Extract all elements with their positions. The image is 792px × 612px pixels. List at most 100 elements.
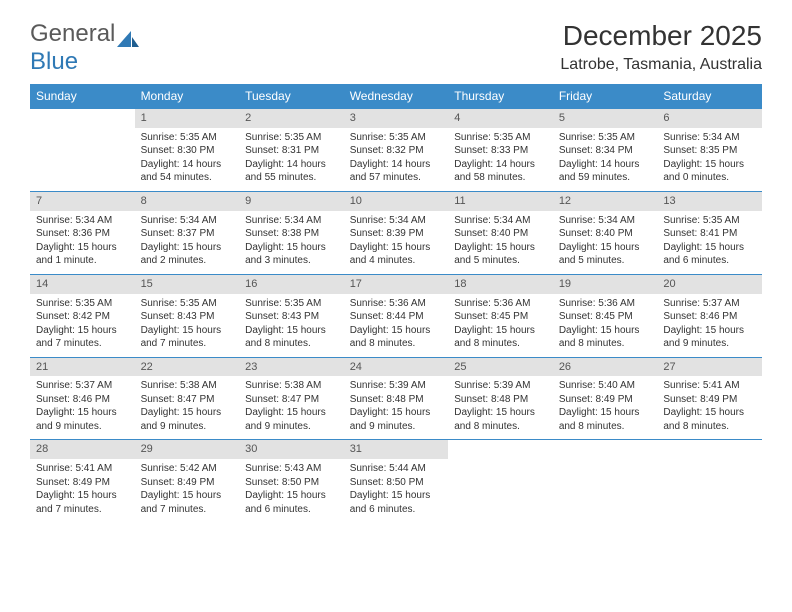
day-cell: 10Sunrise: 5:34 AMSunset: 8:39 PMDayligh… (344, 191, 449, 274)
day-cell: .. (30, 109, 135, 192)
day-body: Sunrise: 5:43 AMSunset: 8:50 PMDaylight:… (239, 459, 344, 522)
day-body: Sunrise: 5:41 AMSunset: 8:49 PMDaylight:… (30, 459, 135, 522)
sunset-text: Sunset: 8:49 PM (663, 393, 756, 407)
day-body: Sunrise: 5:36 AMSunset: 8:44 PMDaylight:… (344, 294, 449, 357)
daylight-text: Daylight: 15 hours and 8 minutes. (663, 406, 756, 433)
day-cell: 17Sunrise: 5:36 AMSunset: 8:44 PMDayligh… (344, 274, 449, 357)
sunrise-text: Sunrise: 5:35 AM (245, 297, 338, 311)
day-cell: 31Sunrise: 5:44 AMSunset: 8:50 PMDayligh… (344, 440, 449, 522)
sunrise-text: Sunrise: 5:36 AM (350, 297, 443, 311)
daylight-text: Daylight: 15 hours and 6 minutes. (245, 489, 338, 516)
daylight-text: Daylight: 15 hours and 9 minutes. (141, 406, 234, 433)
dayname-friday: Friday (553, 84, 658, 109)
day-cell: 14Sunrise: 5:35 AMSunset: 8:42 PMDayligh… (30, 274, 135, 357)
sunset-text: Sunset: 8:46 PM (663, 310, 756, 324)
sunrise-text: Sunrise: 5:42 AM (141, 462, 234, 476)
sunrise-text: Sunrise: 5:38 AM (141, 379, 234, 393)
day-cell: 30Sunrise: 5:43 AMSunset: 8:50 PMDayligh… (239, 440, 344, 522)
day-body: Sunrise: 5:35 AMSunset: 8:30 PMDaylight:… (135, 128, 240, 191)
sunrise-text: Sunrise: 5:34 AM (350, 214, 443, 228)
sunset-text: Sunset: 8:47 PM (141, 393, 234, 407)
day-cell: 9Sunrise: 5:34 AMSunset: 8:38 PMDaylight… (239, 191, 344, 274)
sunrise-text: Sunrise: 5:39 AM (454, 379, 547, 393)
daylight-text: Daylight: 15 hours and 7 minutes. (141, 324, 234, 351)
day-body: Sunrise: 5:38 AMSunset: 8:47 PMDaylight:… (239, 376, 344, 439)
day-number: 2 (239, 109, 344, 128)
sunrise-text: Sunrise: 5:41 AM (36, 462, 129, 476)
day-cell: .. (448, 440, 553, 522)
day-body: Sunrise: 5:34 AMSunset: 8:36 PMDaylight:… (30, 211, 135, 274)
day-body: Sunrise: 5:35 AMSunset: 8:34 PMDaylight:… (553, 128, 658, 191)
day-cell: 23Sunrise: 5:38 AMSunset: 8:47 PMDayligh… (239, 357, 344, 440)
daylight-text: Daylight: 14 hours and 54 minutes. (141, 158, 234, 185)
sunset-text: Sunset: 8:48 PM (350, 393, 443, 407)
sunset-text: Sunset: 8:34 PM (559, 144, 652, 158)
daylight-text: Daylight: 14 hours and 55 minutes. (245, 158, 338, 185)
day-body: Sunrise: 5:37 AMSunset: 8:46 PMDaylight:… (30, 376, 135, 439)
sunset-text: Sunset: 8:35 PM (663, 144, 756, 158)
dayname-monday: Monday (135, 84, 240, 109)
day-cell: 18Sunrise: 5:36 AMSunset: 8:45 PMDayligh… (448, 274, 553, 357)
logo-text-general: General (30, 20, 115, 48)
daylight-text: Daylight: 15 hours and 5 minutes. (559, 241, 652, 268)
day-number: 31 (344, 440, 449, 459)
sunset-text: Sunset: 8:40 PM (454, 227, 547, 241)
day-number: 5 (553, 109, 658, 128)
sunrise-text: Sunrise: 5:34 AM (559, 214, 652, 228)
day-cell: 27 Sunrise: 5:41 AMSunset: 8:49 PMDayligh… (657, 357, 762, 440)
day-cell: 26Sunrise: 5:40 AMSunset: 8:49 PMDayligh… (553, 357, 658, 440)
day-body: Sunrise: 5:34 AMSunset: 8:40 PMDaylight:… (553, 211, 658, 274)
sunset-text: Sunset: 8:36 PM (36, 227, 129, 241)
day-cell: 29Sunrise: 5:42 AMSunset: 8:49 PMDayligh… (135, 440, 240, 522)
sunset-text: Sunset: 8:38 PM (245, 227, 338, 241)
day-cell: 1Sunrise: 5:35 AMSunset: 8:30 PMDaylight… (135, 109, 240, 192)
day-number: 3 (344, 109, 449, 128)
day-number: 20 (657, 275, 762, 294)
sunset-text: Sunset: 8:49 PM (141, 476, 234, 490)
day-body: Sunrise: 5:36 AMSunset: 8:45 PMDaylight:… (448, 294, 553, 357)
sunrise-text: Sunrise: 5:34 AM (245, 214, 338, 228)
day-cell: 3Sunrise: 5:35 AMSunset: 8:32 PMDaylight… (344, 109, 449, 192)
day-cell: 7Sunrise: 5:34 AMSunset: 8:36 PMDaylight… (30, 191, 135, 274)
sunset-text: Sunset: 8:47 PM (245, 393, 338, 407)
day-number: 22 (135, 358, 240, 377)
sunrise-text: Sunrise: 5:36 AM (454, 297, 547, 311)
day-body: Sunrise: 5:35 AMSunset: 8:43 PMDaylight:… (135, 294, 240, 357)
day-body: Sunrise: 5:34 AMSunset: 8:40 PMDaylight:… (448, 211, 553, 274)
sunrise-text: Sunrise: 5:34 AM (141, 214, 234, 228)
day-body: Sunrise: 5:40 AMSunset: 8:49 PMDaylight:… (553, 376, 658, 439)
daylight-text: Daylight: 15 hours and 7 minutes. (36, 489, 129, 516)
daylight-text: Daylight: 15 hours and 8 minutes. (559, 324, 652, 351)
daylight-text: Daylight: 15 hours and 9 minutes. (245, 406, 338, 433)
day-number: 29 (135, 440, 240, 459)
day-cell: 2Sunrise: 5:35 AMSunset: 8:31 PMDaylight… (239, 109, 344, 192)
day-cell: 4Sunrise: 5:35 AMSunset: 8:33 PMDaylight… (448, 109, 553, 192)
sunset-text: Sunset: 8:48 PM (454, 393, 547, 407)
sunset-text: Sunset: 8:42 PM (36, 310, 129, 324)
day-cell: 21Sunrise: 5:37 AMSunset: 8:46 PMDayligh… (30, 357, 135, 440)
day-cell: 22 Sunrise: 5:38 AMSunset: 8:47 PMDayligh… (135, 357, 240, 440)
day-number: 19 (553, 275, 658, 294)
day-number: 17 (344, 275, 449, 294)
dayname-wednesday: Wednesday (344, 84, 449, 109)
sunrise-text: Sunrise: 5:35 AM (663, 214, 756, 228)
day-cell: 11Sunrise: 5:34 AMSunset: 8:40 PMDayligh… (448, 191, 553, 274)
sunrise-text: Sunrise: 5:43 AM (245, 462, 338, 476)
daylight-text: Daylight: 15 hours and 9 minutes. (350, 406, 443, 433)
day-body: Sunrise: 5:35 AMSunset: 8:42 PMDaylight:… (30, 294, 135, 357)
daylight-text: Daylight: 15 hours and 7 minutes. (36, 324, 129, 351)
day-body: Sunrise: 5:35 AMSunset: 8:31 PMDaylight:… (239, 128, 344, 191)
week-row: 14Sunrise: 5:35 AMSunset: 8:42 PMDayligh… (30, 274, 762, 357)
sunrise-text: Sunrise: 5:41 AM (663, 379, 756, 393)
daylight-text: Daylight: 15 hours and 9 minutes. (663, 324, 756, 351)
sunrise-text: Sunrise: 5:44 AM (350, 462, 443, 476)
day-cell: 6Sunrise: 5:34 AMSunset: 8:35 PMDaylight… (657, 109, 762, 192)
day-number: 27 (657, 358, 762, 377)
sunrise-text: Sunrise: 5:35 AM (454, 131, 547, 145)
sunset-text: Sunset: 8:33 PM (454, 144, 547, 158)
sunset-text: Sunset: 8:49 PM (559, 393, 652, 407)
sunset-text: Sunset: 8:39 PM (350, 227, 443, 241)
day-number: 14 (30, 275, 135, 294)
sunset-text: Sunset: 8:50 PM (350, 476, 443, 490)
day-number: 12 (553, 192, 658, 211)
